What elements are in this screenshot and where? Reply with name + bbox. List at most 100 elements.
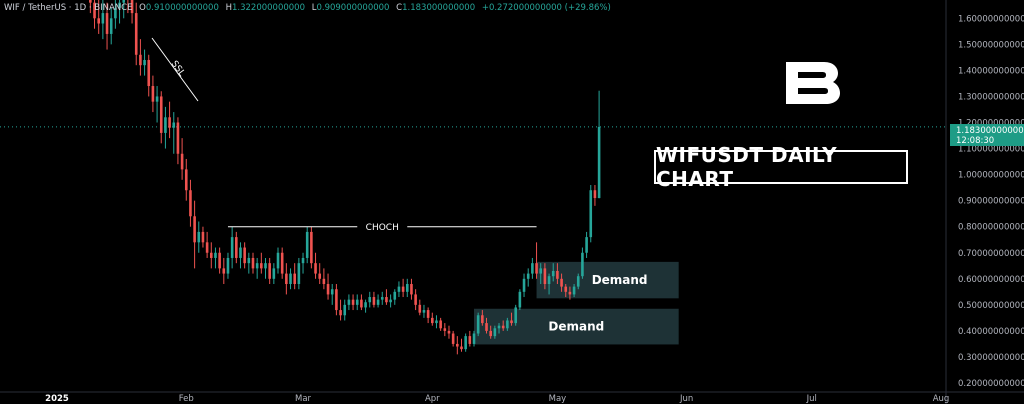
candle-body <box>422 310 426 313</box>
candle-body <box>118 2 121 8</box>
y-tick-label: 1.600000000000 <box>958 14 1024 24</box>
chart-title: WIFUSDT DAILY CHART <box>656 143 838 191</box>
candle-body <box>314 263 317 274</box>
candle-body <box>556 270 559 279</box>
candle-body <box>589 190 593 238</box>
y-tick-label: 1.000000000000 <box>958 171 1024 181</box>
candle-body <box>443 328 447 331</box>
candle-body <box>389 299 392 303</box>
candle-body <box>235 237 238 258</box>
candle-body <box>255 263 259 269</box>
candle-body <box>260 263 263 269</box>
x-tick-label: Mar <box>295 394 312 404</box>
last-price: 1.183000000000 <box>956 126 1024 136</box>
demand-zone-label: Demand <box>592 273 648 287</box>
candle-body <box>414 294 417 305</box>
x-tick-label: Apr <box>425 394 440 404</box>
symbol-name[interactable]: WIF / TetherUS · 1D · BINANCE <box>4 3 133 13</box>
candle-body <box>510 320 513 324</box>
symbol-header: WIF / TetherUS · 1D · BINANCE O0.9100000… <box>4 3 611 13</box>
candle-body <box>501 325 505 329</box>
candle-body <box>193 216 196 243</box>
candle-body <box>347 299 351 305</box>
x-tick-label: 2025 <box>45 394 69 404</box>
candle-body <box>184 169 188 191</box>
candle-body <box>472 333 476 344</box>
candle-body <box>197 231 201 243</box>
candle-body <box>360 299 363 308</box>
candle-body <box>122 0 126 3</box>
candle-body <box>405 284 409 292</box>
candle-body <box>201 231 205 243</box>
x-tick-label: May <box>549 394 567 404</box>
high-value: 1.322000000000 <box>231 3 305 13</box>
candle-body <box>581 252 584 277</box>
candle-body <box>572 286 576 295</box>
candle-body <box>460 346 463 350</box>
candle-body <box>322 278 326 285</box>
candle-body <box>301 257 305 264</box>
candle-body <box>355 299 359 305</box>
y-tick-label: 0.800000000000 <box>958 223 1024 233</box>
candle-body <box>401 286 405 292</box>
demand-zone <box>536 261 679 299</box>
candle-body <box>222 268 226 274</box>
candle-body <box>335 289 338 311</box>
candle-body <box>276 252 280 269</box>
y-tick-label: 1.500000000000 <box>958 40 1024 50</box>
candle-body <box>139 54 142 66</box>
candle-body <box>418 304 422 313</box>
candle-body <box>426 310 430 318</box>
y-tick-label: 0.600000000000 <box>958 275 1024 285</box>
candle-body <box>368 297 372 303</box>
candle-body <box>89 0 92 3</box>
close-value: 1.183000000000 <box>402 3 476 13</box>
open-label: O <box>139 3 146 13</box>
candle-body <box>151 86 155 102</box>
candle-body <box>439 320 442 329</box>
candle-body <box>114 7 117 19</box>
y-tick-label: 0.900000000000 <box>958 197 1024 207</box>
candle-body <box>293 273 296 285</box>
y-tick-label: 0.300000000000 <box>958 353 1024 363</box>
candle-body <box>164 117 167 133</box>
ssl-label: SSL <box>169 59 187 78</box>
candle-body <box>214 252 217 258</box>
candle-body <box>172 122 176 128</box>
candle-body <box>568 291 572 295</box>
x-tick-label: Jul <box>806 394 817 404</box>
low-value: 0.909000000000 <box>316 3 390 13</box>
candle-body <box>576 276 580 287</box>
candle-body <box>560 278 563 287</box>
candle-body <box>364 302 367 308</box>
candle-body <box>268 263 271 279</box>
candle-body <box>310 231 313 264</box>
candle-body <box>247 257 251 264</box>
candle-body <box>397 286 401 292</box>
candle-body <box>585 237 588 253</box>
candle-body <box>464 336 467 350</box>
candle-body <box>447 330 451 334</box>
y-tick-label: 1.100000000000 <box>958 145 1024 155</box>
candle-body <box>493 328 497 337</box>
candle-body <box>385 297 388 303</box>
candle-body <box>230 237 234 258</box>
candle-body <box>497 325 501 329</box>
candle-body <box>451 333 455 344</box>
candle-body <box>205 242 209 253</box>
candle-body <box>134 13 138 55</box>
candle-body <box>297 263 301 285</box>
candle-body <box>376 299 380 305</box>
candle-body <box>326 284 330 295</box>
y-tick-label: 0.200000000000 <box>958 379 1024 389</box>
b-logo-icon <box>786 62 840 104</box>
candle-body <box>289 273 292 285</box>
candle-body <box>168 117 171 128</box>
candle-body <box>431 317 434 324</box>
candle-body <box>481 315 484 324</box>
open-value: 0.910000000000 <box>145 3 219 13</box>
candle-body <box>209 252 213 258</box>
candle-body <box>251 257 255 269</box>
